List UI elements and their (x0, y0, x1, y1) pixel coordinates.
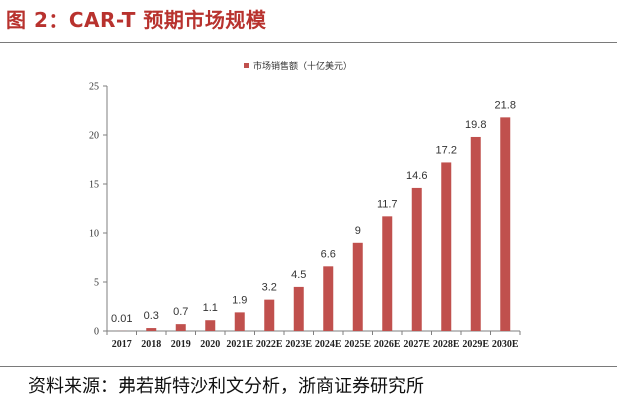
bar-value-label: 9 (355, 225, 361, 237)
legend-swatch (244, 63, 249, 68)
x-tick-label: 2026E (374, 339, 401, 350)
bar (264, 299, 275, 331)
bar (234, 312, 245, 331)
x-tick-label: 2022E (256, 339, 283, 350)
x-tick-label: 2023E (285, 339, 312, 350)
bar (470, 136, 481, 331)
bar-value-label: 21.8 (495, 99, 516, 111)
bars (116, 117, 511, 331)
x-tick-label: 2021E (226, 339, 253, 350)
bar-value-label: 19.8 (465, 119, 486, 131)
x-tick-label: 2030E (492, 339, 519, 350)
bar (441, 162, 452, 331)
data-labels: 0.01 0.3 0.7 1.1 1.9 3.2 4.5 6.6 9 11.7 14.6 17.2 19… (111, 99, 516, 325)
bar-value-label: 17.2 (436, 144, 457, 156)
y-tick-label: 15 (89, 180, 99, 191)
chart-legend: 市场销售额（十亿美元） (244, 60, 352, 72)
bar-value-label: 11.7 (377, 198, 398, 210)
x-tick-label: 2019 (171, 339, 191, 350)
bar (175, 324, 186, 331)
bar-value-label: 1.9 (232, 294, 247, 306)
y-tick-label: 10 (89, 229, 99, 240)
bar-value-label: 1.1 (203, 302, 218, 314)
bar-value-label: 0.3 (144, 310, 159, 322)
y-axis: 0 5 10 15 20 25 (89, 82, 108, 338)
bottom-divider (0, 366, 617, 367)
bar-value-label: 4.5 (291, 269, 306, 281)
legend-label: 市场销售额（十亿美元） (253, 60, 352, 72)
x-tick-label: 2027E (403, 339, 430, 350)
x-tick-label: 2018 (141, 339, 161, 350)
bar-value-label: 6.6 (321, 248, 336, 260)
y-tick-label: 0 (94, 327, 99, 338)
x-tick-label: 2020 (200, 339, 220, 350)
bar (205, 320, 216, 331)
bar-value-label: 3.2 (262, 282, 277, 294)
x-tick-label: 2029E (462, 339, 489, 350)
source-note: 资料来源：弗若斯特沙利文分析，浙商证券研究所 (28, 376, 424, 397)
y-tick-label: 5 (94, 278, 99, 289)
bar (352, 242, 363, 331)
bar-value-label: 0.7 (173, 306, 188, 318)
bar-value-label: 0.01 (111, 313, 132, 325)
bar (382, 216, 393, 331)
x-tick-label: 2028E (433, 339, 460, 350)
x-tick-label: 2024E (315, 339, 342, 350)
x-axis: 2017 2018 2019 2020 2021E 2022E 2023E 2024E 2025… (106, 330, 521, 350)
bar (146, 328, 157, 331)
y-tick-label: 20 (89, 131, 99, 142)
figure-title: 图 2：CAR-T 预期市场规模 (6, 8, 267, 32)
bar (411, 187, 422, 331)
bar-value-label: 14.6 (406, 170, 427, 182)
bar (293, 286, 304, 331)
y-tick-label: 25 (89, 82, 99, 93)
x-tick-label: 2025E (344, 339, 371, 350)
x-tick-label: 2017 (112, 339, 132, 350)
top-divider (0, 42, 617, 43)
bar (323, 266, 334, 331)
bar (500, 117, 511, 331)
